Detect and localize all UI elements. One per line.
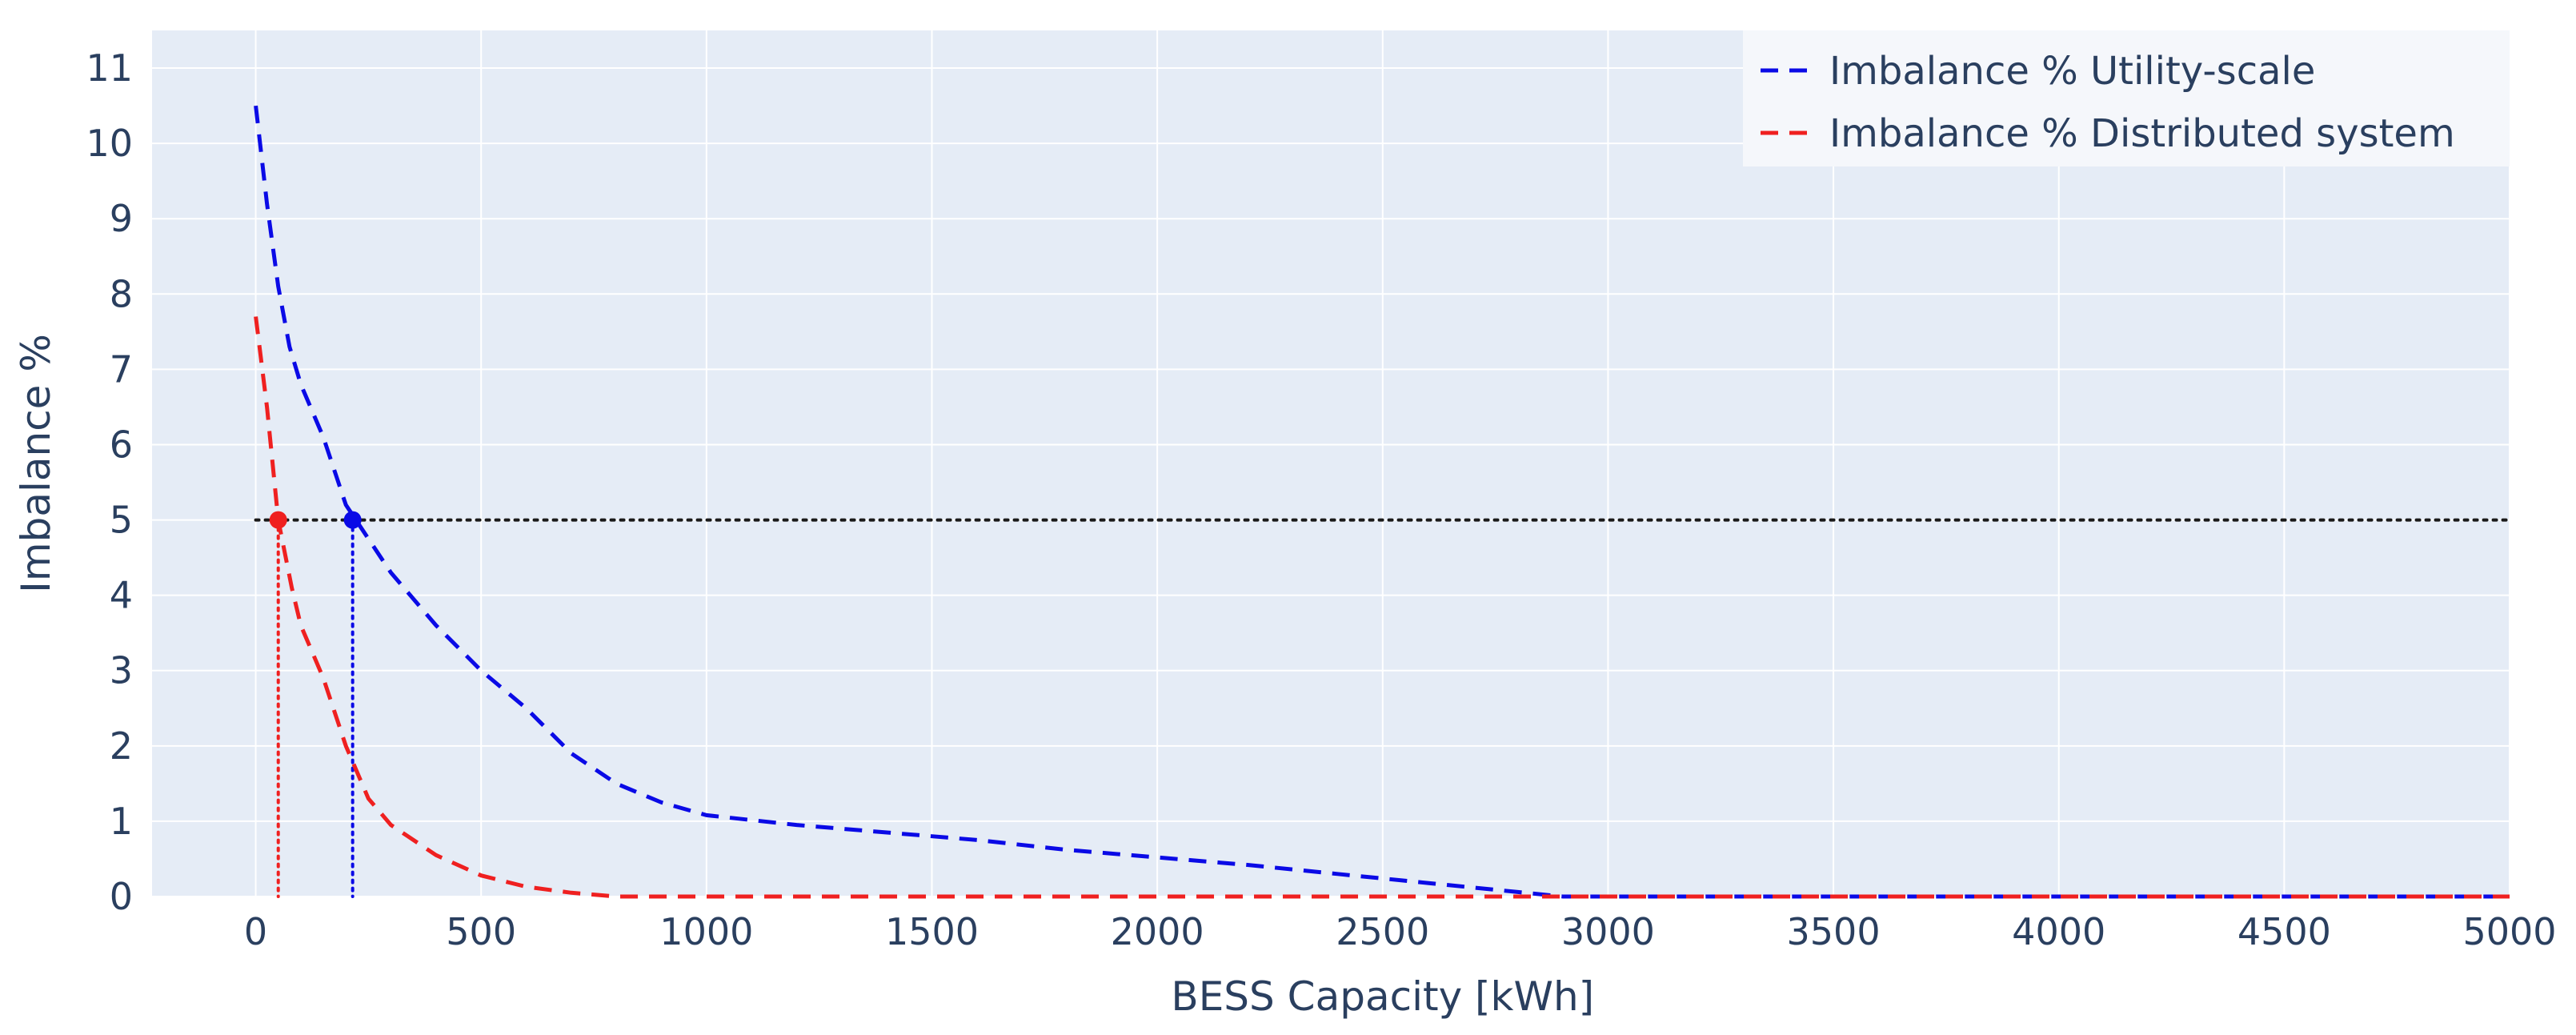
y-tick-label: 9 bbox=[110, 197, 133, 240]
x-tick-label: 3500 bbox=[1787, 910, 1881, 953]
y-tick-label: 1 bbox=[110, 800, 133, 843]
legend-item[interactable]: Imbalance % Utility-scale bbox=[1761, 49, 2315, 94]
marker-point bbox=[269, 511, 287, 529]
legend-label: Imbalance % Utility-scale bbox=[1829, 49, 2315, 94]
x-tick-label: 3000 bbox=[1561, 910, 1655, 953]
x-tick-label: 2000 bbox=[1111, 910, 1204, 953]
legend-label: Imbalance % Distributed system bbox=[1829, 111, 2455, 156]
y-tick-label: 2 bbox=[110, 724, 133, 768]
y-tick-label: 8 bbox=[110, 272, 133, 315]
guide-lines bbox=[254, 518, 2511, 898]
series-lines bbox=[254, 105, 2510, 899]
x-axis-title: BESS Capacity [kWh] bbox=[1171, 973, 1594, 1020]
series-line bbox=[254, 316, 2510, 899]
y-tick-labels: 0 1 2 3 4 5 6 7 8 9 10 11 bbox=[86, 46, 133, 918]
x-tick-label: 5000 bbox=[2462, 910, 2556, 953]
plot-area bbox=[152, 30, 2510, 897]
x-tick-label: 500 bbox=[446, 910, 516, 953]
y-tick-label: 5 bbox=[110, 499, 133, 542]
x-tick-label: 1000 bbox=[659, 910, 753, 953]
y-tick-label: 7 bbox=[110, 347, 133, 391]
grid-lines bbox=[152, 30, 2510, 897]
x-tick-label: 2500 bbox=[1336, 910, 1429, 953]
legend-box bbox=[1743, 30, 2510, 166]
y-tick-label: 11 bbox=[86, 46, 133, 90]
x-tick-label: 0 bbox=[244, 910, 267, 953]
series-line bbox=[254, 105, 2510, 899]
marker-point bbox=[343, 511, 362, 529]
legend[interactable]: Imbalance % Utility-scale Imbalance % Dis… bbox=[1743, 30, 2510, 166]
legend-item[interactable]: Imbalance % Distributed system bbox=[1761, 111, 2455, 156]
y-tick-label: 0 bbox=[110, 875, 133, 918]
x-tick-label: 4500 bbox=[2237, 910, 2331, 953]
y-tick-label: 6 bbox=[110, 423, 133, 466]
marker-points bbox=[269, 511, 362, 529]
y-tick-label: 4 bbox=[110, 574, 133, 617]
x-tick-labels: 0 500 1000 1500 2000 2500 3000 3500 4000 4500 5000 bbox=[244, 910, 2557, 953]
x-tick-label: 1500 bbox=[885, 910, 979, 953]
y-axis-title: Imbalance % bbox=[13, 334, 59, 593]
x-tick-label: 4000 bbox=[2012, 910, 2105, 953]
y-tick-label: 10 bbox=[86, 122, 133, 165]
y-tick-label: 3 bbox=[110, 649, 133, 692]
